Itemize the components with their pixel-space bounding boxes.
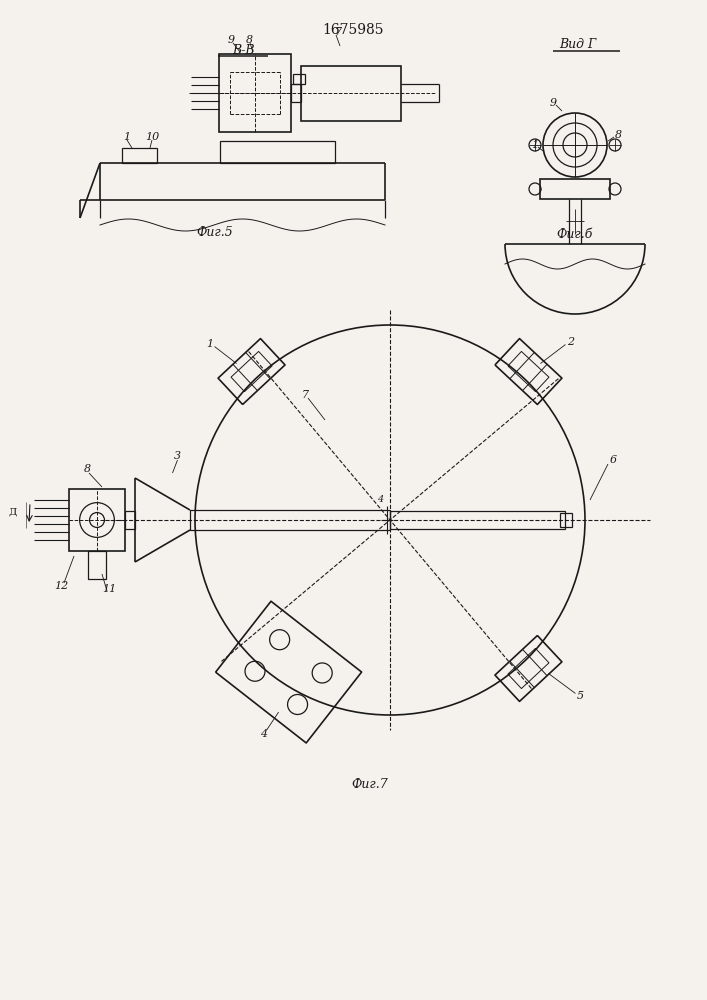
Text: 2: 2 <box>567 337 574 347</box>
Text: 3: 3 <box>174 451 181 461</box>
Text: 6: 6 <box>609 455 617 465</box>
Text: Фиг.5: Фиг.5 <box>197 227 233 239</box>
Text: 7: 7 <box>301 390 308 400</box>
Bar <box>190 510 390 530</box>
Text: 4: 4 <box>377 495 383 504</box>
Bar <box>69 489 125 551</box>
Bar <box>125 511 135 529</box>
Text: 7: 7 <box>334 27 341 37</box>
Text: 8: 8 <box>614 130 621 140</box>
Text: 9: 9 <box>549 98 556 108</box>
Bar <box>219 54 291 132</box>
Bar <box>390 511 565 529</box>
Text: 1: 1 <box>124 132 131 142</box>
Text: 8: 8 <box>83 464 90 474</box>
Text: Вид Г: Вид Г <box>559 38 597 51</box>
Text: 1675985: 1675985 <box>322 23 384 37</box>
Text: 1: 1 <box>206 339 213 349</box>
Text: 5: 5 <box>577 691 584 701</box>
Text: 12: 12 <box>54 581 68 591</box>
Text: В-В: В-В <box>232 43 255 56</box>
Bar <box>293 74 305 84</box>
Bar <box>88 551 106 579</box>
Bar <box>540 179 610 199</box>
Text: 1: 1 <box>532 140 539 150</box>
Text: Фиг.б: Фиг.б <box>557 229 593 241</box>
Text: 9: 9 <box>228 35 235 45</box>
Bar <box>301 66 401 120</box>
Bar <box>560 513 572 527</box>
Text: 10: 10 <box>145 132 159 142</box>
Text: Фиг.7: Фиг.7 <box>351 778 388 792</box>
Text: 8: 8 <box>245 35 252 45</box>
Text: Д: Д <box>8 508 17 516</box>
Bar <box>220 141 335 163</box>
Text: 11: 11 <box>102 584 116 594</box>
Bar <box>122 148 157 163</box>
Text: 4: 4 <box>260 729 267 739</box>
